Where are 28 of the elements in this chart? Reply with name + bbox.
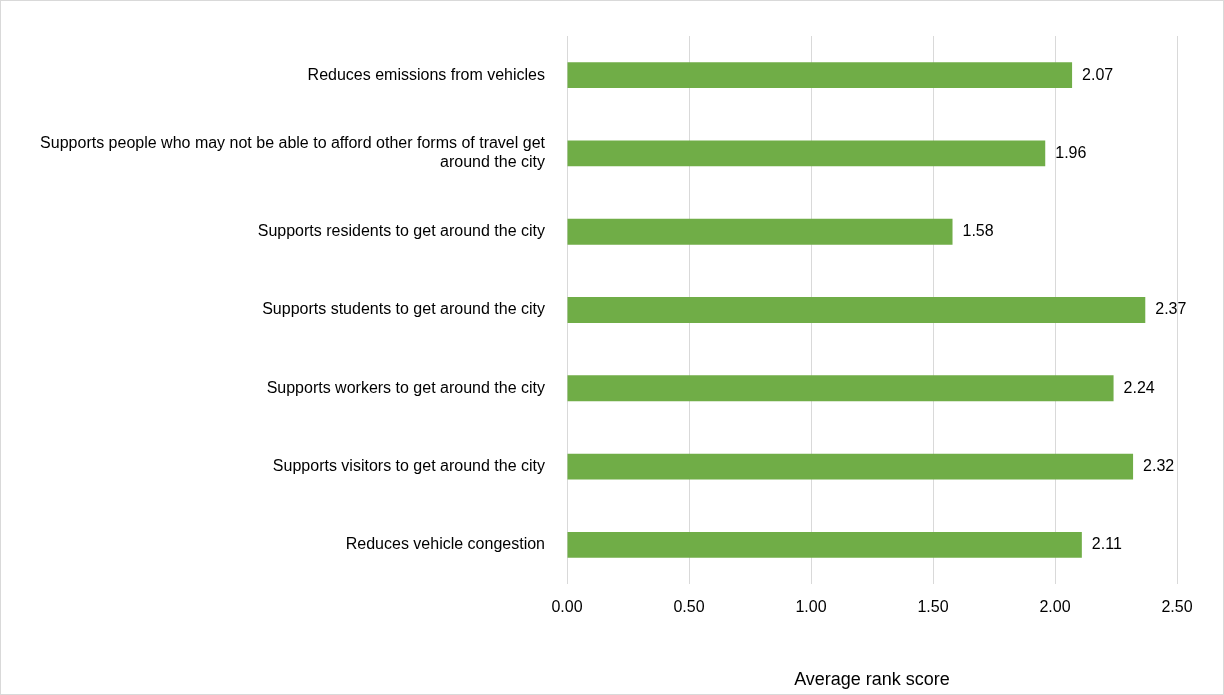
y-tick-label: Supports people who may not be able to afford other forms of travel get around the city bbox=[40, 134, 546, 171]
bar bbox=[567, 62, 1073, 89]
data-label: 2.37 bbox=[1155, 300, 1187, 318]
y-tick-label: Reduces emissions from vehicles bbox=[307, 65, 545, 83]
data-label: 1.58 bbox=[962, 222, 994, 240]
bar bbox=[567, 531, 1082, 558]
x-tick-label: 2.00 bbox=[1039, 598, 1071, 616]
x-axis-title: Average rank score bbox=[794, 669, 950, 690]
x-tick-label: 0.00 bbox=[551, 598, 583, 616]
bar bbox=[567, 453, 1134, 480]
bar bbox=[567, 297, 1146, 323]
bar bbox=[567, 218, 953, 245]
data-label: 1.96 bbox=[1055, 143, 1087, 161]
y-tick-label: Supports residents to get around the city bbox=[257, 222, 545, 240]
x-tick-label: 1.00 bbox=[795, 598, 827, 616]
data-label: 2.07 bbox=[1082, 65, 1114, 83]
bar bbox=[567, 375, 1114, 402]
x-tick-label: 2.50 bbox=[1161, 598, 1193, 616]
data-label: 2.32 bbox=[1143, 456, 1175, 474]
y-tick-label: Supports students to get around the city bbox=[262, 300, 545, 318]
x-tick-label: 1.50 bbox=[917, 598, 949, 616]
y-tick-label: Supports visitors to get around the city bbox=[272, 456, 545, 474]
data-label: 2.24 bbox=[1123, 378, 1155, 396]
data-label: 2.11 bbox=[1091, 535, 1122, 553]
bar bbox=[567, 140, 1046, 167]
y-tick-label: Supports workers to get around the city bbox=[266, 378, 545, 396]
x-tick-label: 0.50 bbox=[673, 598, 705, 616]
y-tick-label: Reduces vehicle congestion bbox=[345, 535, 545, 553]
